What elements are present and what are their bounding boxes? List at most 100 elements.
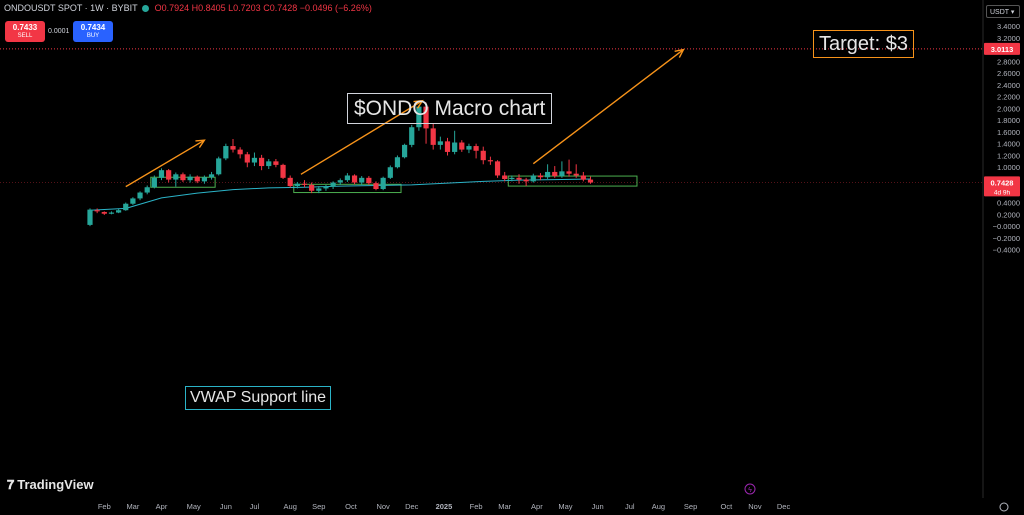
x-tick-label: Jul xyxy=(625,502,635,511)
candle-body xyxy=(223,146,229,159)
candle-body xyxy=(509,177,515,180)
countdown-label: 4d 9h xyxy=(994,189,1011,196)
tradingview-logo-icon: 𝟕 xyxy=(7,477,15,492)
candle-body xyxy=(259,157,265,167)
x-tick-label: Oct xyxy=(721,502,734,511)
change-value: −0.0496 (−6.26%) xyxy=(299,3,372,13)
last-price-badge xyxy=(984,176,1020,197)
candle-body xyxy=(230,146,236,150)
candle-body xyxy=(344,175,350,181)
x-tick-label: Mar xyxy=(498,502,511,511)
candle-body xyxy=(244,154,250,163)
x-tick-label: Aug xyxy=(284,502,297,511)
x-tick-label: Apr xyxy=(531,502,543,511)
candle-body xyxy=(280,164,286,178)
candle-body xyxy=(366,177,372,184)
x-tick-label: Sep xyxy=(684,502,697,511)
y-tick-label: 1.2000 xyxy=(997,151,1020,160)
market-status-icon xyxy=(142,5,150,13)
lightning-icon xyxy=(744,483,756,495)
buy-button[interactable]: 0.7434 BUY xyxy=(73,21,113,42)
candle-body xyxy=(444,141,451,152)
x-tick-label: Nov xyxy=(748,502,762,511)
consolidation-box xyxy=(293,183,402,194)
candle-body xyxy=(373,183,379,190)
chevron-down-icon: ▾ xyxy=(1010,9,1015,16)
candle-body xyxy=(273,161,279,165)
candle-body xyxy=(194,176,200,182)
vwap-line xyxy=(89,178,591,211)
y-tick-label: 1.6000 xyxy=(997,128,1020,137)
candle-body xyxy=(537,175,544,178)
lightning-glyph: ϟ xyxy=(748,487,752,494)
candle-body xyxy=(545,171,551,178)
y-tick-label: 2.6000 xyxy=(997,69,1020,78)
x-tick-label: Oct xyxy=(345,502,358,511)
x-tick-label: Feb xyxy=(470,502,483,511)
candle-body xyxy=(466,146,472,150)
y-tick-label: 2.4000 xyxy=(997,81,1020,90)
target-annotation[interactable]: Target: $3 xyxy=(813,30,914,58)
close-value: C0.7428 xyxy=(263,3,298,13)
candle-body xyxy=(394,157,401,168)
settings-gear-icon xyxy=(999,502,1009,512)
sell-button[interactable]: 0.7433 SELL xyxy=(5,21,45,42)
trend-arrow xyxy=(532,48,684,165)
x-tick-label: May xyxy=(558,502,572,511)
x-tick-label: Jul xyxy=(250,502,260,511)
candle-body xyxy=(494,161,501,176)
candle-body xyxy=(287,177,293,187)
low-value: L0.7203 xyxy=(228,3,261,13)
y-tick-label: 3.2000 xyxy=(997,34,1020,43)
candle-body xyxy=(251,157,258,163)
sell-label: SELL xyxy=(17,33,33,39)
candle-body xyxy=(309,184,315,191)
candle-body xyxy=(330,182,336,187)
vwap-annotation[interactable]: VWAP Support line xyxy=(185,386,332,410)
x-tick-label: Jun xyxy=(592,502,604,511)
x-tick-label: Sep xyxy=(312,502,325,511)
x-tick-label: Dec xyxy=(777,502,791,511)
candle-body xyxy=(430,128,436,145)
currency-select[interactable]: USDT ▾ xyxy=(986,5,1020,18)
candle-body xyxy=(380,177,386,190)
symbol-label[interactable]: ONDOUSDT SPOT · 1W · BYBIT xyxy=(4,3,138,13)
candle-body xyxy=(166,170,172,180)
candle-body xyxy=(487,160,493,162)
sell-price: 0.7433 xyxy=(12,23,38,32)
chart-title-annotation[interactable]: $ONDO Macro chart xyxy=(347,93,553,124)
candle-body xyxy=(559,171,565,177)
candle-body xyxy=(94,210,100,212)
candle-body xyxy=(387,167,393,178)
trend-arrow xyxy=(125,139,205,188)
tradingview-logo[interactable]: 𝟕 TradingView xyxy=(7,477,94,493)
trend-arrow xyxy=(300,100,423,175)
x-tick-label: Feb xyxy=(98,502,111,511)
candle-body xyxy=(108,212,115,214)
candle-body xyxy=(502,175,508,180)
buy-label: BUY xyxy=(86,33,100,39)
candle-body xyxy=(101,211,107,214)
candle-body xyxy=(158,170,165,178)
candle-body xyxy=(294,183,300,187)
y-tick-label: −0.0000 xyxy=(993,222,1020,231)
candle-body xyxy=(409,127,415,145)
candle-body xyxy=(187,176,193,181)
high-value: H0.8405 xyxy=(191,3,226,13)
candle-body xyxy=(351,175,358,183)
y-tick-label: 1.4000 xyxy=(997,140,1020,149)
candle-body xyxy=(573,173,579,176)
candle-body xyxy=(301,183,308,185)
candle-body xyxy=(266,161,272,167)
candle-body xyxy=(423,106,429,129)
candle-body xyxy=(116,210,122,213)
candle-body xyxy=(123,203,129,211)
y-tick-label: 0.4000 xyxy=(997,199,1020,208)
candle-body xyxy=(323,186,329,189)
candle-body xyxy=(87,209,93,225)
candle-body xyxy=(180,174,186,181)
y-tick-label: 0.2000 xyxy=(997,210,1020,219)
candle-body xyxy=(144,187,150,193)
x-tick-label: Mar xyxy=(126,502,139,511)
